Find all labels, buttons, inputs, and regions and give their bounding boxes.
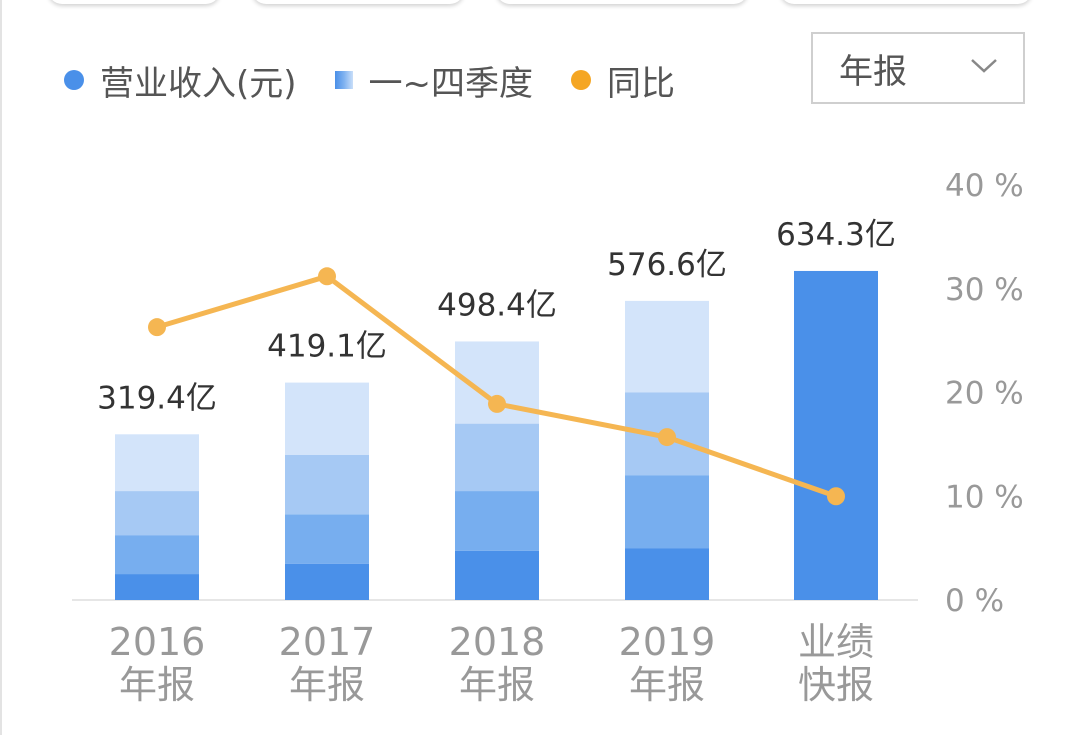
tab-stub[interactable] <box>252 0 464 4</box>
x-tick-label: 业绩 <box>798 620 874 664</box>
legend-item-yoy[interactable]: 同比 <box>571 56 675 105</box>
legend-dot-revenue <box>64 70 84 90</box>
yoy-point[interactable] <box>148 318 166 337</box>
x-tick-label: 2018 <box>449 620 546 664</box>
bar-segment-q1[interactable] <box>115 574 199 600</box>
legend-gradient-quarters <box>334 71 353 89</box>
period-select-value: 年报 <box>839 51 907 92</box>
bar-segment-q2[interactable] <box>625 475 709 549</box>
bar-segment-q3[interactable] <box>115 491 199 536</box>
bar-segment-q3[interactable] <box>285 454 369 515</box>
legend-label-quarters: 一~四季度 <box>368 63 534 104</box>
bar-value-label: 419.1亿 <box>267 329 387 365</box>
bar-segment-q4[interactable] <box>285 382 369 455</box>
chart-legend: 营业收入(元) 一~四季度 同比 <box>64 52 713 108</box>
yoy-point[interactable] <box>488 394 506 413</box>
yoy-point[interactable] <box>658 428 676 447</box>
x-tick-label: 快报 <box>798 663 874 707</box>
x-tick-label: 年报 <box>119 663 195 707</box>
bar-segment-q2[interactable] <box>285 514 369 564</box>
x-tick-label: 年报 <box>459 663 535 707</box>
y2-tick-label: 10 % <box>945 479 1024 515</box>
x-tick-label: 2017 <box>279 620 376 664</box>
bar-value-label: 634.3亿 <box>776 217 896 253</box>
tab-stub[interactable] <box>780 0 1032 4</box>
top-tab-strip <box>0 0 1080 8</box>
y2-tick-label: 30 % <box>945 272 1024 308</box>
chevron-down-icon <box>969 56 999 80</box>
x-tick-label: 2019 <box>619 620 716 664</box>
bar-segment-q3[interactable] <box>455 423 539 492</box>
legend-item-revenue[interactable]: 营业收入(元) <box>64 56 297 105</box>
yoy-point[interactable] <box>827 487 845 506</box>
tab-stub[interactable] <box>496 0 748 4</box>
legend-label-revenue: 营业收入(元) <box>100 63 297 104</box>
legend-label-yoy: 同比 <box>607 63 676 104</box>
period-select[interactable]: 年报 <box>811 32 1025 104</box>
y2-tick-label: 20 % <box>945 376 1024 412</box>
bar-segment-q1[interactable] <box>455 550 539 600</box>
tab-stub[interactable] <box>48 0 220 4</box>
left-edge-divider <box>0 0 2 735</box>
bar-segment-q2[interactable] <box>115 535 199 575</box>
x-tick-label: 年报 <box>629 663 705 707</box>
y2-tick-label: 40 % <box>945 168 1024 204</box>
bar-total[interactable] <box>794 270 878 600</box>
y2-tick-label: 0 % <box>945 583 1004 619</box>
bar-value-label: 319.4亿 <box>97 380 217 416</box>
bar-segment-q4[interactable] <box>625 300 709 393</box>
x-tick-label: 2016 <box>109 620 206 664</box>
yoy-point[interactable] <box>318 267 336 286</box>
bar-value-label: 576.6亿 <box>607 247 727 283</box>
bar-segment-q1[interactable] <box>625 548 709 600</box>
bar-segment-q4[interactable] <box>115 434 199 492</box>
x-tick-label: 年报 <box>289 663 365 707</box>
legend-dot-yoy <box>571 70 592 90</box>
bar-value-label: 498.4亿 <box>437 287 557 323</box>
bar-segment-q1[interactable] <box>285 563 369 600</box>
legend-item-quarters[interactable]: 一~四季度 <box>334 56 534 105</box>
bar-segment-q2[interactable] <box>455 491 539 551</box>
